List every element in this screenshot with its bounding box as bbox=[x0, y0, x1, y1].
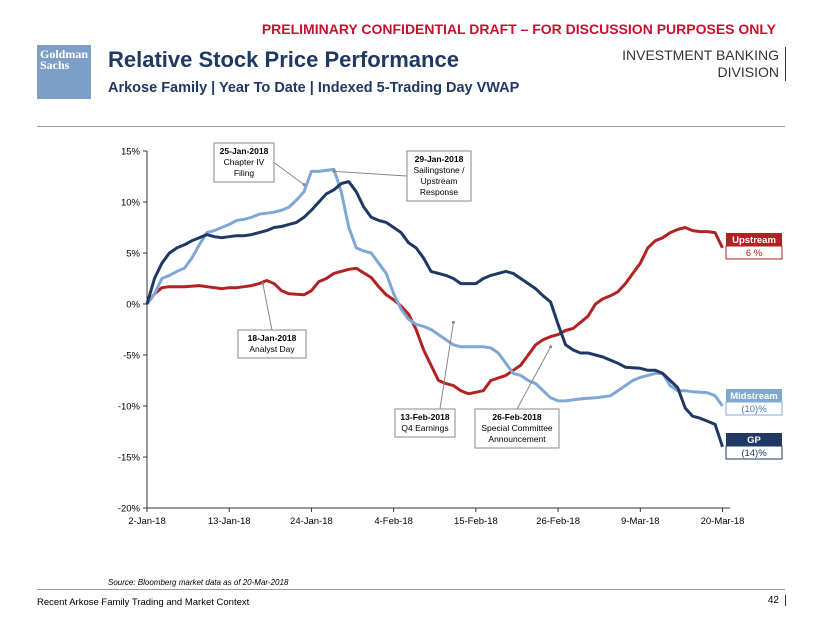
annotation-arrow bbox=[333, 170, 408, 177]
end-label-name: Upstream bbox=[732, 235, 776, 246]
annotation-arrow bbox=[439, 322, 454, 410]
series-line-gp bbox=[145, 180, 724, 448]
end-label-value-box bbox=[725, 445, 783, 460]
end-label-name: GP bbox=[747, 435, 761, 446]
annotation-text: Response bbox=[420, 187, 459, 197]
logo-line-2: Sachs bbox=[40, 58, 70, 72]
x-tick-label: 13-Jan-18 bbox=[208, 516, 251, 527]
annotation-date: 26-Feb-2018 bbox=[492, 412, 541, 422]
annotation-arrowhead bbox=[302, 183, 306, 187]
y-tick-label: -15% bbox=[118, 453, 141, 464]
y-tick-label: -20% bbox=[118, 504, 141, 515]
annotation-text: Filing bbox=[234, 168, 255, 178]
end-label-value-box bbox=[725, 401, 783, 416]
x-tick-label: 2-Jan-18 bbox=[128, 516, 166, 527]
annotation-text: Upstream bbox=[421, 176, 458, 186]
annotation-arrowhead bbox=[261, 282, 265, 286]
banner-text: PRELIMINARY CONFIDENTIAL DRAFT – FOR DIS… bbox=[261, 21, 776, 37]
annotation-box bbox=[213, 142, 275, 183]
annotation-date: 18-Jan-2018 bbox=[248, 333, 297, 343]
annotation-arrow bbox=[273, 162, 305, 186]
y-tick-label: -5% bbox=[123, 351, 140, 362]
annotation-text: Chapter IV bbox=[224, 157, 265, 167]
x-tick-label: 20-Mar-18 bbox=[701, 516, 745, 527]
x-tick-label: 15-Feb-18 bbox=[454, 516, 498, 527]
annotation-arrowhead bbox=[549, 345, 553, 349]
y-tick-label: 15% bbox=[121, 147, 141, 158]
y-tick-label: 0% bbox=[126, 300, 140, 311]
x-tick-label: 26-Feb-18 bbox=[536, 516, 580, 527]
footer-section: Recent Arkose Family Trading and Market … bbox=[37, 597, 250, 608]
annotation-box bbox=[474, 408, 560, 449]
y-tick-label: -10% bbox=[118, 402, 141, 413]
annotation-text: Q4 Earnings bbox=[401, 423, 448, 433]
division-line-2: DIVISION bbox=[717, 64, 779, 80]
end-label-box bbox=[726, 389, 782, 402]
annotation-box bbox=[394, 408, 456, 438]
division-line-1: INVESTMENT BANKING bbox=[622, 47, 779, 63]
annotation-arrow bbox=[516, 346, 552, 410]
page-subtitle: Arkose Family | Year To Date | Indexed 5… bbox=[108, 80, 520, 96]
annotation-text: Sailingstone / bbox=[413, 165, 465, 175]
annotation-box bbox=[237, 329, 307, 359]
end-label-box bbox=[726, 433, 782, 446]
series-line-upstream bbox=[145, 226, 724, 396]
annotation-arrow bbox=[262, 283, 273, 331]
annotation-arrowhead bbox=[451, 320, 455, 324]
annotation-text: Special Committee bbox=[481, 423, 553, 433]
x-tick-label: 24-Jan-18 bbox=[290, 516, 333, 527]
end-label-value-box bbox=[725, 245, 783, 260]
footer-divider bbox=[37, 589, 785, 590]
end-label-value: (10)% bbox=[741, 404, 767, 415]
source-note: Source: Bloomberg market data as of 20-M… bbox=[108, 578, 289, 587]
end-label-value: (14)% bbox=[741, 448, 767, 459]
annotation-date: 29-Jan-2018 bbox=[415, 154, 464, 164]
end-label-box bbox=[726, 233, 782, 246]
division-label: INVESTMENT BANKING DIVISION bbox=[622, 47, 786, 81]
page-title: Relative Stock Price Performance bbox=[108, 47, 459, 72]
page-number: 42 bbox=[768, 595, 786, 606]
series-line-midstream bbox=[145, 167, 724, 407]
logo-line-1: Goldman bbox=[40, 47, 89, 61]
header-divider bbox=[37, 126, 785, 127]
annotation-text: Announcement bbox=[488, 434, 546, 444]
annotation-arrowhead bbox=[332, 169, 336, 173]
goldman-sachs-logo: Goldman Sachs bbox=[37, 45, 91, 99]
y-tick-label: 10% bbox=[121, 198, 141, 209]
x-tick-label: 4-Feb-18 bbox=[374, 516, 413, 527]
end-label-name: Midstream bbox=[730, 391, 778, 402]
annotation-date: 13-Feb-2018 bbox=[400, 412, 449, 422]
end-label-value: 6 % bbox=[746, 248, 763, 259]
x-tick-label: 9-Mar-18 bbox=[621, 516, 660, 527]
annotation-text: Analyst Day bbox=[249, 344, 295, 354]
annotation-date: 25-Jan-2018 bbox=[220, 146, 269, 156]
y-tick-label: 5% bbox=[126, 249, 140, 260]
